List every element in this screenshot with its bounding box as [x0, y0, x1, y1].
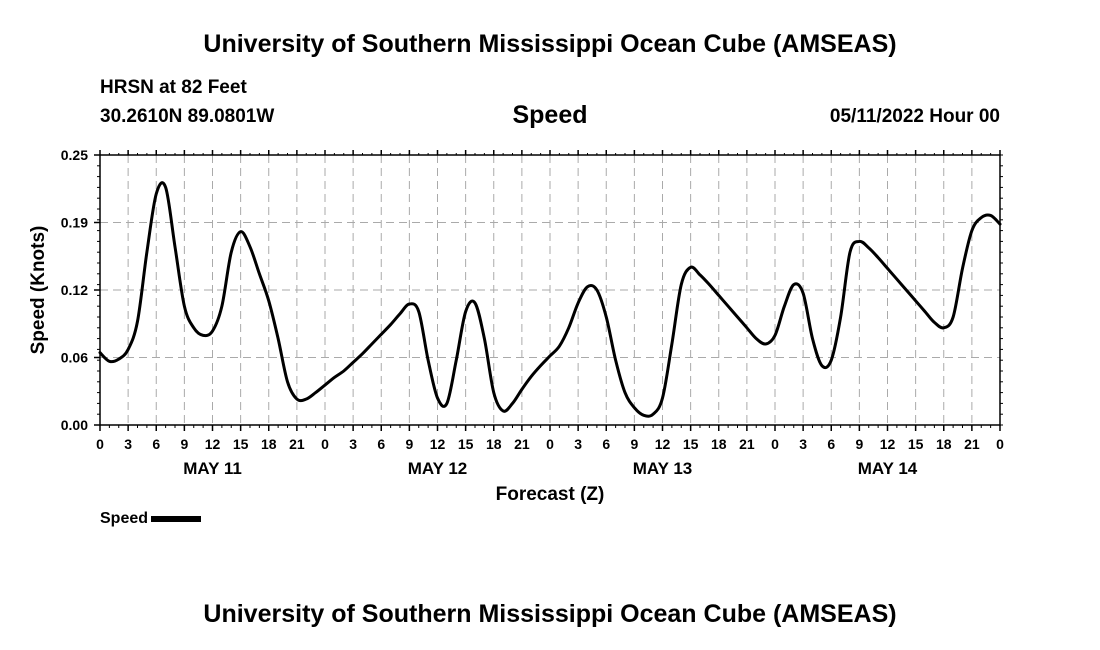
x-tick-label: 9 — [180, 436, 188, 452]
x-tick-label: 12 — [880, 436, 896, 452]
x-tick-label: 21 — [289, 436, 305, 452]
x-tick-label: 21 — [514, 436, 530, 452]
datetime-label: 05/11/2022 Hour 00 — [829, 106, 1000, 127]
x-tick-label: 12 — [430, 436, 446, 452]
x-tick-label: 0 — [96, 436, 104, 452]
x-tick-label: 0 — [771, 436, 779, 452]
day-label: MAY 13 — [633, 459, 693, 478]
coordinates-label: 30.2610N 89.0801W — [100, 106, 275, 127]
y-tick-label: 0.00 — [61, 417, 88, 433]
x-tick-label: 9 — [855, 436, 863, 452]
legend-swatch — [151, 516, 202, 522]
main-title: University of Southern Mississippi Ocean… — [203, 30, 897, 58]
x-tick-label: 21 — [964, 436, 980, 452]
plot-frame — [99, 154, 1001, 426]
variable-title: Speed — [512, 101, 588, 129]
x-tick-label: 6 — [152, 436, 160, 452]
x-tick-label: 3 — [799, 436, 807, 452]
x-tick-label: 18 — [711, 436, 727, 452]
x-tick-label: 6 — [377, 436, 385, 452]
x-tick-label: 6 — [602, 436, 610, 452]
y-tick-label: 0.12 — [61, 282, 88, 298]
legend: Speed — [100, 510, 202, 528]
x-tick-label: 18 — [261, 436, 277, 452]
axis-labels: 0.00 0.06 0.12 0.19 0.25 0 3 6 9 12 15 18 21 0 3 6 9 12 15… — [61, 147, 1004, 478]
x-tick-label: 15 — [683, 436, 699, 452]
y-axis-title: Speed (Knots) — [28, 226, 49, 355]
x-tick-label: 15 — [458, 436, 474, 452]
day-label: MAY 12 — [408, 459, 468, 478]
x-tick-label: 3 — [124, 436, 132, 452]
x-tick-label: 15 — [908, 436, 924, 452]
y-tick-label: 0.25 — [61, 147, 88, 163]
x-tick-label: 15 — [233, 436, 249, 452]
x-axis-title: Forecast (Z) — [496, 484, 605, 505]
x-tick-label: 0 — [321, 436, 329, 452]
x-tick-label: 12 — [655, 436, 671, 452]
y-tick-label: 0.06 — [61, 350, 88, 366]
day-label: MAY 14 — [858, 459, 918, 478]
grid-lines — [100, 155, 1000, 425]
x-tick-label: 18 — [486, 436, 502, 452]
x-tick-label: 0 — [996, 436, 1004, 452]
x-tick-label: 21 — [739, 436, 755, 452]
legend-label: Speed — [100, 510, 149, 527]
station-label: HRSN at 82 Feet — [100, 77, 247, 98]
y-tick-label: 0.19 — [61, 215, 88, 231]
x-tick-label: 3 — [349, 436, 357, 452]
speed-series-line — [98, 181, 1002, 418]
x-tick-label: 3 — [574, 436, 582, 452]
x-tick-label: 0 — [546, 436, 554, 452]
x-tick-label: 6 — [827, 436, 835, 452]
x-tick-label: 18 — [936, 436, 952, 452]
day-label: MAY 11 — [183, 459, 242, 478]
x-tick-label: 12 — [205, 436, 221, 452]
x-tick-label: 9 — [630, 436, 638, 452]
x-tick-label: 9 — [405, 436, 413, 452]
footer-title: University of Southern Mississippi Ocean… — [203, 600, 897, 628]
